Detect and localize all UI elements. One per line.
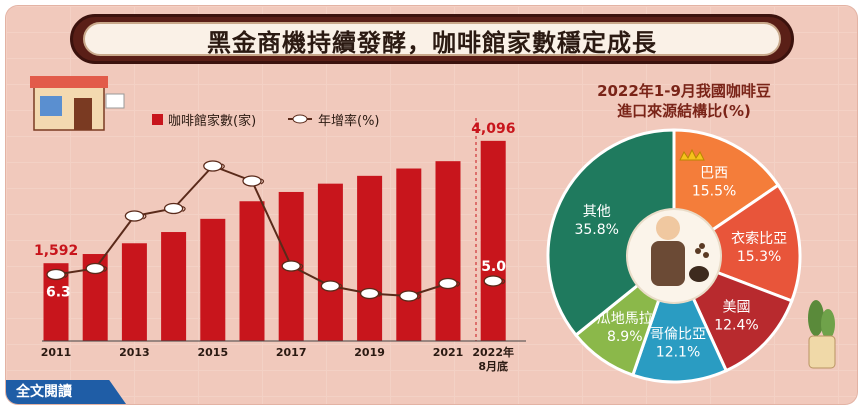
- cup-handle: [501, 278, 506, 285]
- pie-value-巴西: 15.5%: [692, 183, 736, 199]
- title-banner-inner: [83, 22, 781, 56]
- x-tick-2011: 2011: [41, 346, 72, 359]
- cup-handle: [456, 280, 461, 288]
- cup-handle: [64, 271, 69, 279]
- cup-body: [399, 290, 419, 302]
- legend-bar-swatch: [152, 114, 163, 125]
- cup-handle: [182, 205, 186, 213]
- cup-body: [124, 210, 145, 222]
- bar-2014: [161, 232, 187, 341]
- cup-handle: [221, 163, 225, 170]
- rate-point-2014: [163, 202, 186, 215]
- rate-point-2016: [242, 175, 265, 187]
- bar-2022年8月底: [480, 140, 506, 341]
- rate-point-2020: [399, 290, 421, 302]
- pie-title-line1: 2022年1-9月我國咖啡豆: [597, 82, 771, 100]
- infographic-frame: 黑金商機持續發酵，咖啡館家數穩定成長 咖啡館家數(家) 年增率(%) 2011 2…: [6, 6, 857, 404]
- cup-handle: [417, 293, 421, 300]
- hanging-sign-icon: [105, 93, 125, 109]
- bar-2019: [357, 175, 383, 341]
- cup-body: [483, 275, 503, 287]
- rate-point-2012: [85, 262, 108, 275]
- rate-point-2013: [124, 210, 147, 222]
- cup-body: [163, 202, 184, 215]
- cup-body: [281, 260, 301, 272]
- pie-label-巴西: 巴西: [700, 165, 728, 181]
- cup-body: [438, 277, 458, 290]
- x-tick-2019: 2019: [354, 346, 385, 359]
- label-first-bar: 1,592: [34, 243, 78, 259]
- label-last-rate: 5.0: [481, 259, 506, 275]
- pie-value-衣索比亞: 15.3%: [737, 249, 781, 265]
- cup-handle: [260, 178, 265, 185]
- cup-body: [359, 287, 380, 300]
- bar-2021: [435, 161, 461, 341]
- pie-label-瓜地馬拉: 瓜地馬拉: [597, 311, 653, 327]
- cup-body: [320, 280, 341, 292]
- bar-2015: [200, 218, 226, 341]
- pie-label-衣索比亞: 衣索比亞: [731, 230, 787, 247]
- bar-2018: [317, 183, 343, 341]
- rate-point-2017: [281, 260, 304, 272]
- rate-points: [46, 160, 506, 302]
- rate-point-2015: [203, 160, 225, 172]
- bar-2013: [121, 243, 147, 341]
- pie-value-其他: 35.8%: [574, 222, 618, 238]
- bar-2016: [239, 201, 265, 341]
- data-labels: 1,592 4,096 6.3 5.0: [34, 121, 515, 301]
- x-tick-2015: 2015: [197, 346, 228, 359]
- cup-handle: [378, 290, 382, 298]
- pie-slice-哥倫比亞: [630, 251, 729, 384]
- rate-point-2018: [320, 280, 343, 292]
- cup-handle: [143, 213, 147, 220]
- cup-handle: [103, 265, 108, 273]
- read-full-button[interactable]: 全文閱讀: [6, 380, 126, 404]
- label-first-rate: 6.3: [46, 285, 71, 301]
- x-tick-2022年8月底: 2022年 8月底: [472, 345, 514, 373]
- cup-body: [46, 268, 66, 281]
- rate-point-2021: [438, 277, 461, 290]
- title-banner: 黑金商機持續發酵，咖啡館家數穩定成長: [70, 14, 794, 64]
- pie-label-哥倫比亞: 哥倫比亞: [650, 327, 706, 343]
- crown-icon: [679, 148, 705, 161]
- pie-value-哥倫比亞: 12.1%: [656, 345, 700, 361]
- bar-2020: [396, 168, 422, 341]
- rate-point-2011: [46, 268, 69, 281]
- legend-bar-label: 咖啡館家數(家): [168, 113, 256, 129]
- page-title: 黑金商機持續發酵，咖啡館家數穩定成長: [207, 29, 657, 57]
- pie-label-其他: 其他: [583, 204, 611, 220]
- pie-slice-衣索比亞: [670, 183, 802, 303]
- rate-point-2022年8月底: [483, 275, 506, 287]
- pie-slice-其他: [546, 128, 676, 338]
- legend-line-label: 年增率(%): [318, 113, 380, 129]
- pie-label-美國: 美國: [722, 300, 750, 316]
- cup-body: [203, 160, 223, 172]
- rate-point-2019: [359, 287, 382, 300]
- cup-body: [242, 175, 262, 187]
- pie-value-瓜地馬拉: 8.9%: [607, 329, 643, 345]
- x-tick-2021: 2021: [433, 346, 464, 359]
- plant-icon: [808, 300, 836, 369]
- legend-cup-icon: [292, 114, 308, 124]
- charts-canvas: 咖啡館家數(家) 年增率(%) 2011 2013 2015 2017 2019 2021…: [30, 76, 836, 384]
- bar-series: [43, 140, 506, 341]
- barista-illustration: [626, 208, 722, 304]
- cafe-shop-icon: [30, 76, 108, 131]
- x-tick-2017: 2017: [276, 346, 307, 359]
- pie-value-美國: 12.4%: [714, 318, 758, 334]
- cup-handle: [299, 263, 304, 270]
- label-last-bar: 4,096: [471, 121, 515, 137]
- pie-title-line2: 進口來源結構比(%): [617, 102, 751, 120]
- cup-handle: [339, 283, 343, 290]
- cup-body: [85, 262, 105, 275]
- x-tick-2013: 2013: [119, 346, 150, 359]
- x-tick-labels: 2011 2013 2015 2017 2019 2021 2022年 8月底: [41, 345, 514, 373]
